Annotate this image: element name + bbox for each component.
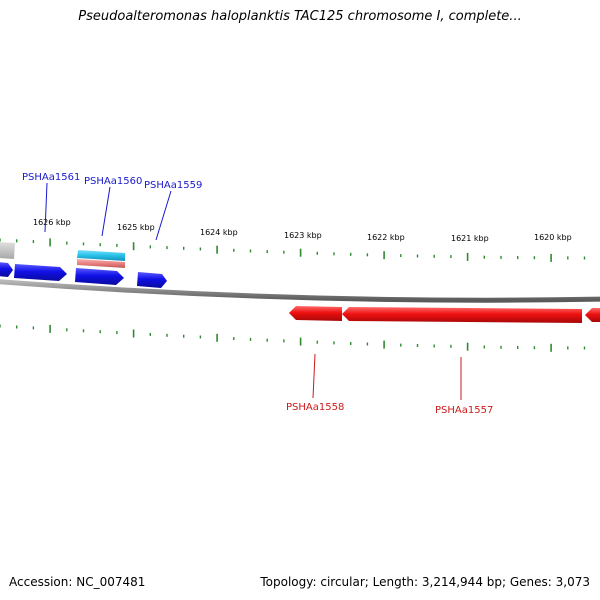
leader-line-PSHAa1561 (44, 182, 48, 233)
rna-feature-PSHAa1560[interactable] (77, 259, 125, 268)
gene-label-PSHAa1559[interactable]: PSHAa1559 (144, 180, 202, 191)
label-leader-lines (44, 182, 462, 400)
reverse-strand-features (289, 306, 600, 323)
gene-label-PSHAa1561[interactable]: PSHAa1561 (22, 172, 80, 183)
scale-labels: 1626 kbp 1625 kbp 1624 kbp 1623 kbp 1622… (33, 218, 572, 243)
partial-gray-feature[interactable] (0, 242, 15, 259)
tick-marks-upper (0, 238, 586, 262)
scale-label-1625: 1625 kbp (117, 223, 155, 232)
gene-arrow-PSHAa1560[interactable] (75, 268, 124, 285)
scale-label-1624: 1624 kbp (200, 228, 238, 237)
gene-arrow-right-partial[interactable] (585, 308, 600, 322)
cds-feature-PSHAa1560[interactable] (77, 250, 125, 261)
scale-label-1623: 1623 kbp (284, 231, 322, 240)
gene-arrow-PSHAa1557[interactable] (342, 307, 582, 323)
forward-strand-features (0, 242, 167, 288)
leader-line-PSHAa1560 (101, 186, 111, 237)
map-title: Pseudoalteromonas haloplanktis TAC125 ch… (78, 9, 522, 24)
gene-arrow-PSHAa1558[interactable] (289, 306, 342, 321)
gene-arrow-PSHAa1561[interactable] (14, 264, 67, 281)
accession-text: Accession: NC_007481 (9, 575, 146, 589)
scale-label-1620: 1620 kbp (534, 233, 572, 242)
gene-arrow-left-partial[interactable] (0, 262, 13, 277)
scale-label-1621: 1621 kbp (451, 234, 489, 243)
scale-label-1626: 1626 kbp (33, 218, 71, 227)
leader-line-PSHAa1558 (312, 353, 316, 399)
gene-label-PSHAa1557[interactable]: PSHAa1557 (435, 405, 493, 416)
leader-line-PSHAa1559 (155, 190, 172, 241)
topology-summary: Topology: circular; Length: 3,214,944 bp… (260, 575, 590, 589)
gene-labels: PSHAa1561 PSHAa1560 PSHAa1559 PSHAa1558 … (22, 172, 493, 416)
gene-label-PSHAa1560[interactable]: PSHAa1560 (84, 176, 142, 187)
scale-label-1622: 1622 kbp (367, 233, 405, 242)
gene-label-PSHAa1558[interactable]: PSHAa1558 (286, 402, 344, 413)
gene-arrow-PSHAa1559[interactable] (137, 272, 167, 288)
chromosome-backbone (0, 279, 600, 303)
tick-marks-lower (0, 324, 586, 352)
